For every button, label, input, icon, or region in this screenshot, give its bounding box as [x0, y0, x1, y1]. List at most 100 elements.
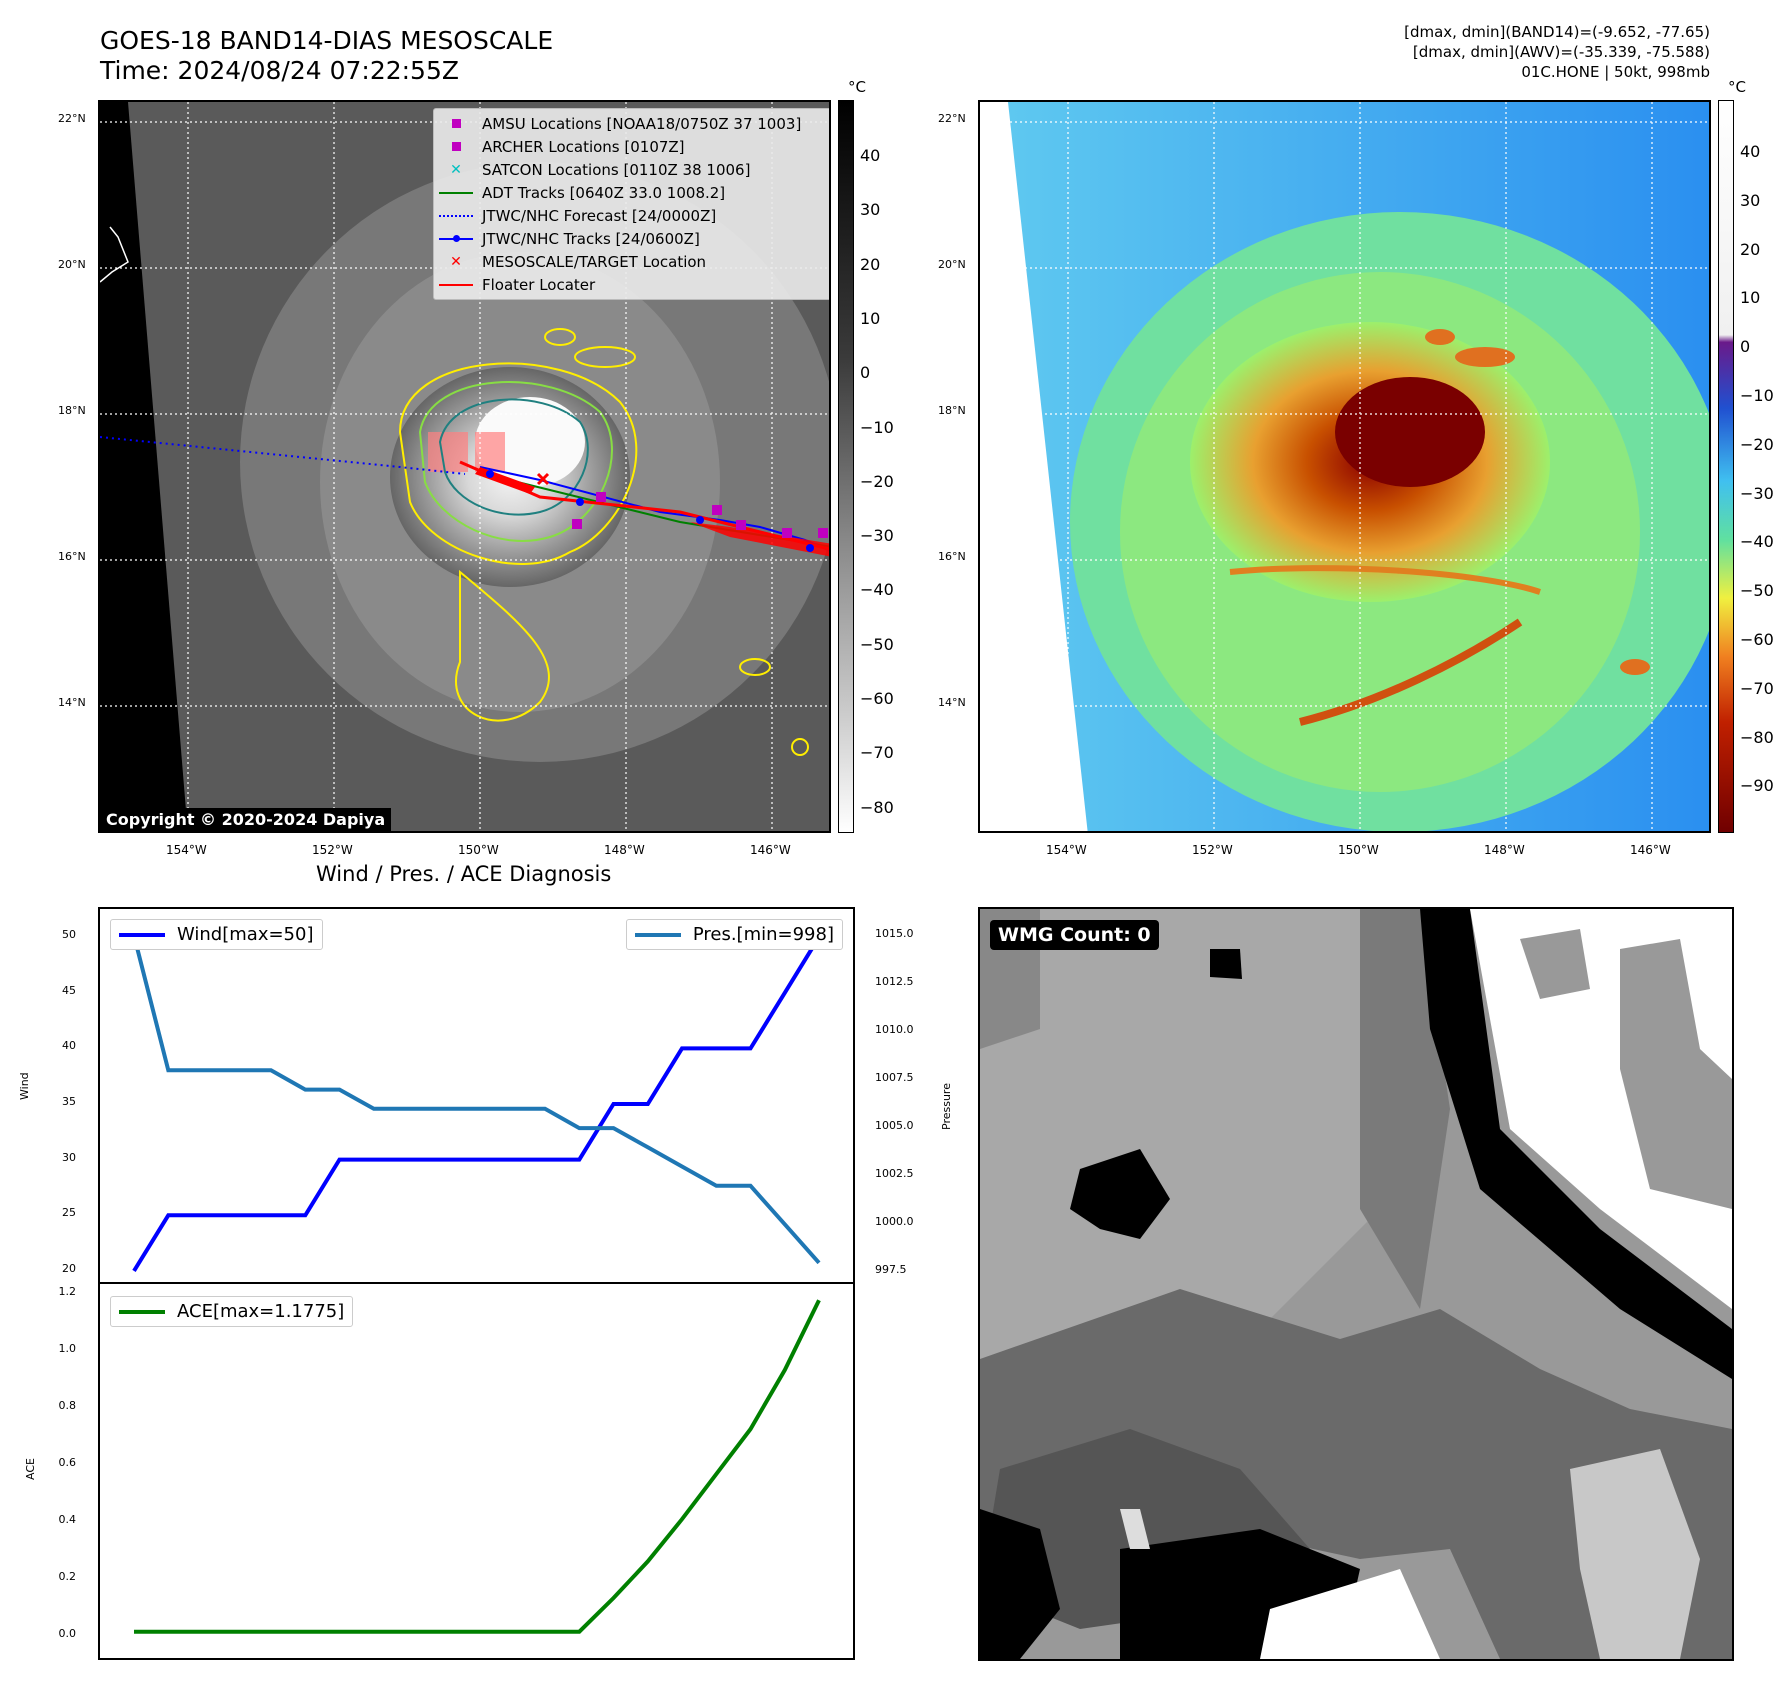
- legend-symbol: ✕: [450, 161, 462, 178]
- colorbar-tick: 30: [1740, 190, 1761, 210]
- colorbar-tick: −20: [1740, 434, 1774, 454]
- legend-label: MESOSCALE/TARGET Location: [482, 252, 707, 271]
- y-tick-label: 0.0: [58, 1626, 77, 1640]
- colorbar-tick: −40: [1740, 532, 1774, 552]
- colorbar-tick: −80: [860, 797, 894, 817]
- pressure-axis-label: Pressure: [940, 1083, 953, 1130]
- colorbar-tick: −40: [860, 580, 894, 600]
- y-tick-label: 50: [62, 928, 76, 942]
- y-tick-label: 0.4: [58, 1512, 77, 1526]
- awv-map-image: [980, 102, 1709, 831]
- y-tick-label: 1.0: [58, 1341, 77, 1355]
- lon-label: 150°W: [1338, 843, 1379, 857]
- y-tick-label: 45: [62, 983, 76, 997]
- left-colorbar-unit: °C: [848, 78, 866, 96]
- lat-label: 14°N: [58, 696, 86, 709]
- colorbar-tick: −30: [1740, 483, 1774, 503]
- legend-label: ARCHER Locations [0107Z]: [482, 137, 685, 156]
- legend-label: ADT Tracks [0640Z 33.0 1008.2]: [482, 183, 726, 202]
- legend-item: Floater Locater: [438, 273, 829, 296]
- colorbar-tick: −50: [860, 634, 894, 654]
- y-tick-label: 1000.0: [875, 1215, 914, 1229]
- colorbar-tick: 10: [860, 308, 881, 328]
- wind-legend-swatch: [119, 932, 165, 937]
- legend-symbol: [438, 209, 474, 223]
- colorbar-tick: −30: [860, 526, 894, 546]
- legend-item: JTWC/NHC Tracks [24/0600Z]: [438, 227, 829, 250]
- legend-item: AMSU Locations [NOAA18/0750Z 37 1003]: [438, 112, 829, 135]
- lat-label: 16°N: [58, 550, 86, 563]
- lon-label: 154°W: [1046, 843, 1087, 857]
- wind-pressure-chart: Wind[max=50] Pres.[min=998]: [98, 907, 855, 1284]
- y-tick-label: 35: [62, 1095, 76, 1108]
- info-text: [dmax, dmin](BAND14)=(-9.652, -77.65) [d…: [1404, 22, 1710, 82]
- lat-label: 22°N: [938, 112, 966, 125]
- right-colorbar-ticks: 40 30 20 10 0 −10 −20 −30 −40 −50 −60 −70 −80 −90: [1740, 100, 1790, 833]
- y-tick-label: 1015.0: [875, 926, 914, 940]
- y-tick-label: 0.2: [58, 1569, 77, 1583]
- legend-item: ARCHER Locations [0107Z]: [438, 135, 829, 158]
- title-line-1: GOES-18 BAND14-DIAS MESOSCALE: [100, 26, 554, 55]
- y-tick-label: 1002.5: [875, 1167, 914, 1181]
- colorbar-tick: 0: [860, 363, 871, 383]
- lat-label: 18°N: [58, 404, 86, 417]
- y-tick-label: 1007.5: [875, 1070, 914, 1084]
- colorbar-tick: 30: [860, 200, 881, 220]
- y-tick-label: 0.6: [58, 1455, 77, 1469]
- lon-label: 146°W: [750, 843, 791, 857]
- legend-item: ✕ SATCON Locations [0110Z 38 1006]: [438, 158, 829, 181]
- legend-label: JTWC/NHC Forecast [24/0000Z]: [482, 206, 717, 225]
- colorbar-tick: −20: [860, 471, 894, 491]
- colorbar-tick: −90: [1740, 776, 1774, 796]
- pressure-legend-swatch: [634, 932, 681, 937]
- lon-label: 148°W: [1484, 843, 1525, 857]
- lat-label: 22°N: [58, 112, 86, 125]
- legend-symbol: [438, 232, 474, 246]
- colorbar-tick: −60: [860, 689, 894, 708]
- series-line: [132, 936, 821, 1272]
- wind-axis-label: Wind: [18, 1072, 31, 1100]
- lon-label: 150°W: [458, 843, 499, 857]
- legend-label: SATCON Locations [0110Z 38 1006]: [482, 160, 751, 179]
- lon-label: 154°W: [166, 843, 207, 857]
- colorbar-tick: 10: [1740, 288, 1761, 308]
- ace-plot: [134, 1299, 821, 1634]
- lon-label: 148°W: [604, 843, 645, 857]
- legend-symbol: [438, 186, 474, 200]
- y-tick-label: 0.8: [58, 1398, 77, 1412]
- colorbar-tick: 0: [1740, 337, 1751, 357]
- series-line: [132, 935, 821, 1265]
- ace-chart: ACE[max=1.1775]: [98, 1282, 855, 1660]
- left-colorbar: [838, 100, 854, 833]
- right-colorbar: [1718, 100, 1734, 833]
- diagnosis-title: Wind / Pres. / ACE Diagnosis: [316, 862, 612, 886]
- colorbar-tick: −70: [860, 743, 894, 763]
- legend-item: ADT Tracks [0640Z 33.0 1008.2]: [438, 181, 829, 204]
- ace-axis-label: ACE: [24, 1458, 37, 1480]
- ir-map-panel: AMSU Locations [NOAA18/0750Z 37 1003] ARC…: [98, 100, 831, 833]
- colorbar-tick: −10: [1740, 386, 1774, 405]
- awv-map-panel: [978, 100, 1711, 833]
- y-tick-label: 1.2: [58, 1285, 77, 1298]
- legend-label: Floater Locater: [482, 275, 596, 294]
- colorbar-tick: −10: [860, 417, 894, 437]
- legend-label: AMSU Locations [NOAA18/0750Z 37 1003]: [482, 114, 802, 133]
- legend-label: JTWC/NHC Tracks [24/0600Z]: [482, 229, 700, 248]
- figure-title: GOES-18 BAND14-DIAS MESOSCALE Time: 2024…: [100, 26, 553, 86]
- ace-legend-swatch: [119, 1309, 165, 1314]
- colorbar-tick: −50: [1740, 581, 1774, 601]
- y-tick-label: 1012.5: [875, 974, 914, 988]
- ace-legend-label: ACE[max=1.1775]: [177, 1301, 345, 1322]
- colorbar-tick: −80: [1740, 727, 1774, 747]
- legend-symbol: [438, 140, 474, 154]
- lat-label: 16°N: [938, 550, 966, 563]
- legend-symbol: [438, 278, 474, 292]
- y-tick-label: 997.5: [875, 1263, 907, 1277]
- wind-pressure-plot: [132, 935, 821, 1272]
- lon-label: 152°W: [1192, 843, 1233, 857]
- map-legend: AMSU Locations [NOAA18/0750Z 37 1003] ARC…: [433, 108, 829, 300]
- lat-label: 14°N: [938, 696, 966, 709]
- wind-legend-label: Wind[max=50]: [177, 924, 314, 945]
- wmg-panel: [978, 907, 1734, 1661]
- colorbar-tick: 40: [860, 146, 881, 165]
